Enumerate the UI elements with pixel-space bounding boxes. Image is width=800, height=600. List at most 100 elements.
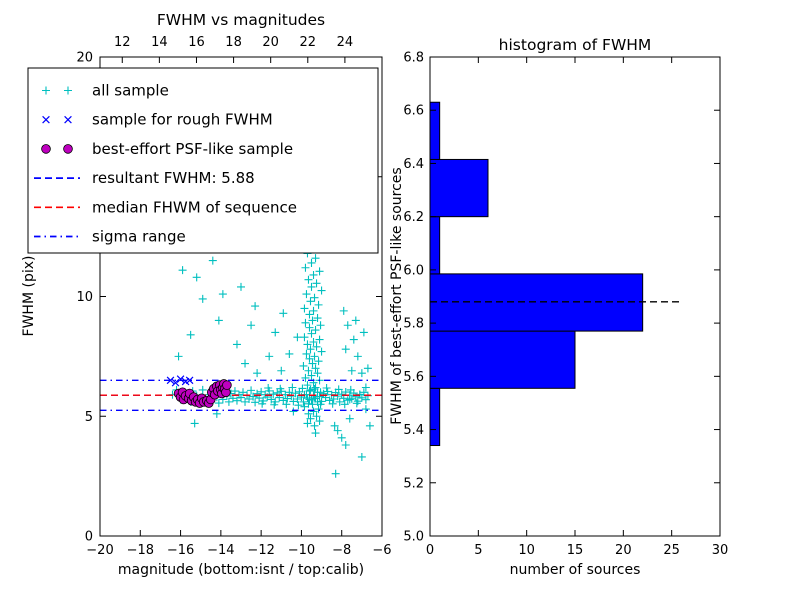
scatter-point-plus xyxy=(306,345,315,354)
scatter-point-plus xyxy=(208,256,217,265)
legend-item-sigma-range: sigma range xyxy=(34,228,186,246)
scatter-point-plus xyxy=(293,333,302,342)
scatter-point-plus xyxy=(247,321,256,330)
legend-label: all sample xyxy=(92,82,169,100)
scatter-point-plus xyxy=(257,387,266,396)
legend-item-best-effort-psf-like-sample: best-effort PSF-like sample xyxy=(41,140,293,158)
top-x-tick-label: 22 xyxy=(300,35,317,50)
scatter-point-plus xyxy=(340,400,349,409)
scatter-point-plus xyxy=(300,333,309,342)
x-tick-label: −8 xyxy=(332,543,351,558)
scatter-point-plus xyxy=(353,352,362,361)
sample-for-rough-fwhm-points xyxy=(166,375,194,387)
scatter-point-plus xyxy=(276,384,285,393)
scatter-point-plus xyxy=(300,402,309,411)
y-tick-label: 10 xyxy=(76,290,93,305)
top-x-tick-label: 24 xyxy=(337,35,354,50)
x-tick-label: 30 xyxy=(712,543,729,558)
scatter-point-plus xyxy=(269,390,278,399)
scatter-point-plus xyxy=(310,393,319,402)
top-x-tick-label: 16 xyxy=(188,35,205,50)
histogram-bar xyxy=(429,216,441,275)
x-tick-label: −10 xyxy=(288,543,315,558)
scatter-point-plus xyxy=(316,321,325,330)
scatter-point-plus xyxy=(311,429,320,438)
scatter-point-circle xyxy=(63,144,73,154)
left-yaxis-label: FWHM (pix) xyxy=(21,256,37,337)
scatter-point-plus xyxy=(198,294,207,303)
x-tick-label: 5 xyxy=(474,543,482,558)
scatter-point-x xyxy=(42,115,50,124)
scatter-point-plus xyxy=(304,275,313,284)
legend-label: sigma range xyxy=(92,228,186,246)
scatter-point-plus xyxy=(301,373,310,382)
x-tick-label: −20 xyxy=(86,543,113,558)
top-x-tick-label: 18 xyxy=(225,35,242,50)
scatter-point-plus xyxy=(339,306,348,315)
scatter-point-plus xyxy=(341,345,350,354)
scatter-point-plus xyxy=(305,323,314,332)
histogram-bar xyxy=(429,330,576,389)
scatter-point-plus xyxy=(347,366,356,375)
scatter-point-plus xyxy=(312,412,321,421)
scatter-point-plus xyxy=(289,397,298,406)
scatter-point-plus xyxy=(328,399,337,408)
fwhm-histogram-plot: 0 5 10 15 20 25 30 5.0 5.2 5.4 5.6 5.8 6.0 6.2 6.4 6.6 6… xyxy=(403,51,728,559)
scatter-point-plus xyxy=(303,340,312,349)
scatter-point-plus xyxy=(289,407,298,416)
scatter-point-plus xyxy=(214,316,223,325)
scatter-point-plus xyxy=(282,400,291,409)
scatter-point-plus xyxy=(311,383,320,392)
y-tick-label: 6.6 xyxy=(403,104,424,119)
top-x-tick-label: 14 xyxy=(151,35,168,50)
scatter-point-plus xyxy=(306,385,315,394)
legend-label: resultant FWHM: 5.88 xyxy=(92,169,255,187)
scatter-point-plus xyxy=(333,426,342,435)
y-tick-label: 6.2 xyxy=(403,210,424,225)
scatter-point-plus xyxy=(352,399,361,408)
scatter-point-plus xyxy=(212,409,221,418)
scatter-point-plus xyxy=(330,421,339,430)
scatter-point-plus xyxy=(308,400,317,409)
scatter-point-plus xyxy=(304,366,313,375)
scatter-point-plus xyxy=(263,393,272,402)
scatter-point-plus xyxy=(333,392,342,401)
y-tick-label: 5.2 xyxy=(403,476,424,491)
scatter-point-plus xyxy=(251,398,260,407)
legend-label: sample for rough FWHM xyxy=(92,111,273,129)
scatter-point-plus xyxy=(232,340,241,349)
scatter-point-plus xyxy=(317,347,326,356)
scatter-point-plus xyxy=(323,387,332,396)
scatter-point-plus xyxy=(315,417,324,426)
scatter-point-plus xyxy=(186,330,195,339)
scatter-point-plus xyxy=(302,349,311,358)
histogram-bar xyxy=(429,101,441,160)
scatter-point-plus xyxy=(305,395,314,404)
scatter-point-plus xyxy=(309,338,318,347)
scatter-point-plus xyxy=(310,352,319,361)
scatter-point-plus xyxy=(300,304,309,313)
scatter-point-plus xyxy=(279,309,288,318)
fwhm-vs-magnitude-plot: −20 −18 −16 −14 −12 −10 −8 −6 12 14 16 18 20 22 24 0 5 10… xyxy=(76,35,391,558)
scatter-point-plus xyxy=(253,369,262,378)
scatter-point-plus xyxy=(218,290,227,299)
scatter-point-plus xyxy=(247,386,256,395)
scatter-point-plus xyxy=(307,371,316,380)
scatter-point-plus xyxy=(337,390,346,399)
scatter-point-plus xyxy=(245,395,254,404)
scatter-point-plus xyxy=(313,369,322,378)
scatter-point-plus xyxy=(294,401,303,410)
scatter-point-plus xyxy=(303,394,312,403)
scatter-point-plus xyxy=(363,364,372,373)
scatter-point-plus xyxy=(315,267,324,276)
scatter-point-plus xyxy=(345,395,354,404)
y-tick-label: 6.4 xyxy=(403,157,424,172)
scatter-point-plus xyxy=(309,407,318,416)
legend: all sample sample for rough FWHM best-effo… xyxy=(27,67,379,254)
scatter-point-plus xyxy=(314,300,323,309)
x-tick-label: −18 xyxy=(127,543,154,558)
top-x-tick-label: 20 xyxy=(262,35,279,50)
histogram-bar xyxy=(429,273,644,332)
